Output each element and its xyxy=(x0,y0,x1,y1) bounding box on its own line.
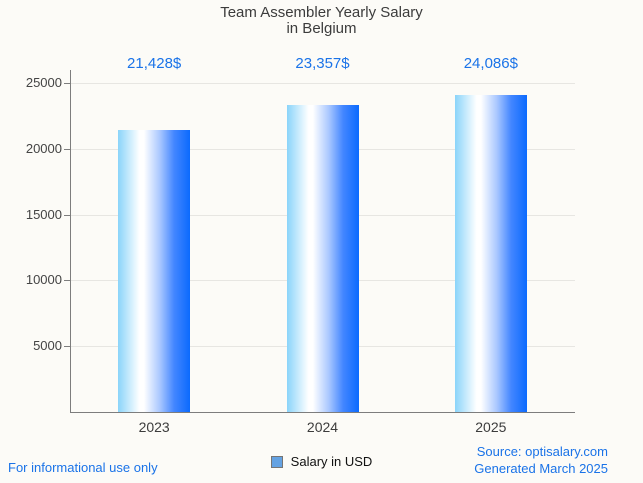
y-tick-20000 xyxy=(64,148,71,150)
bar-2025[interactable] xyxy=(454,95,527,412)
y-axis-label-15000: 15000 xyxy=(25,206,62,222)
gridline-25000 xyxy=(70,83,575,84)
value-label-2024: 23,357$ xyxy=(295,55,350,72)
bar-2024[interactable] xyxy=(286,104,359,412)
value-label-2023: 21,428$ xyxy=(127,55,182,72)
generated-date: Generated March 2025 xyxy=(474,461,608,476)
y-axis-label-10000: 10000 xyxy=(25,272,62,288)
chart-title-line-1: Team Assembler Yearly Salary xyxy=(220,4,423,21)
chart-legend: Salary in USD xyxy=(0,454,643,469)
chart-title: Team Assembler Yearly Salary in Belgium xyxy=(0,5,643,37)
y-tick-25000 xyxy=(64,83,71,84)
chart-title-line-2: in Belgium xyxy=(286,20,357,37)
x-axis-label-2023: 2023 xyxy=(138,419,170,435)
value-label-2025: 24,086$ xyxy=(463,55,518,72)
source-block: Source: optisalary.com Generated March 2… xyxy=(474,443,608,477)
y-tick-10000 xyxy=(64,280,71,282)
source-link[interactable]: Source: optisalary.com xyxy=(476,444,608,459)
legend-label-salary: Salary in USD xyxy=(290,454,373,469)
disclaimer-text: For informational use only xyxy=(8,460,158,475)
bar-2023[interactable] xyxy=(118,130,191,412)
y-tick-5000 xyxy=(64,346,71,348)
x-axis-label-2024: 2024 xyxy=(306,419,339,435)
y-tick-15000 xyxy=(64,214,71,216)
y-axis-label-25000: 25000 xyxy=(25,75,62,90)
x-axis-line xyxy=(70,412,575,413)
legend-swatch-salary xyxy=(270,455,283,468)
y-axis-label-5000: 5000 xyxy=(33,338,62,354)
x-axis-label-2025: 2025 xyxy=(475,419,507,435)
y-axis-label-20000: 20000 xyxy=(25,140,62,156)
y-axis-line xyxy=(70,70,71,412)
